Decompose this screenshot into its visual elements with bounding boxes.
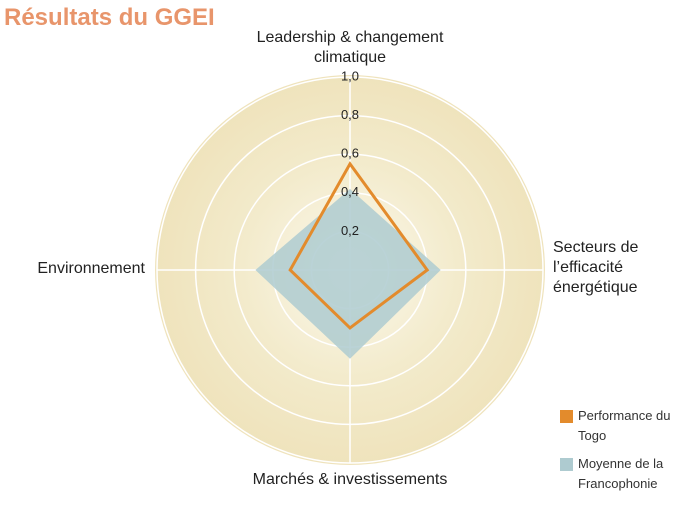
series-polygon [288, 161, 430, 330]
legend-label: Performance du Togo [578, 408, 671, 443]
chart-title: Résultats du GGEI [4, 4, 215, 31]
axis-label: Marchés & investissements [252, 471, 448, 488]
r-tick-label: 0,4 [341, 184, 359, 199]
r-tick-label: 0,2 [341, 223, 359, 238]
series-polygon [255, 188, 441, 359]
legend-swatch [560, 458, 573, 471]
axis-label: Environnement [37, 260, 145, 277]
legend-label: Moyenne de la Francophonie [578, 456, 664, 491]
r-tick-label: 0,6 [341, 146, 359, 161]
axis-label: Secteurs de l’efficacité énergétique [553, 239, 639, 296]
legend-swatch [560, 410, 573, 423]
r-tick-label: 1,0 [341, 68, 359, 83]
axis-label: Leadership & changement climatique [256, 29, 444, 66]
r-tick-label: 0,8 [341, 107, 359, 122]
